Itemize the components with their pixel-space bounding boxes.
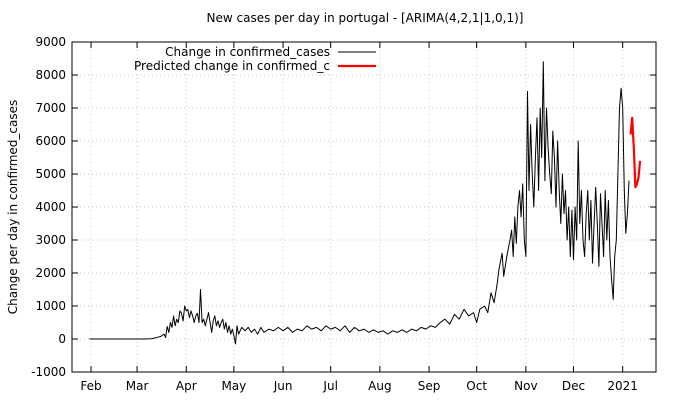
chart-title: New cases per day in portugal - [ARIMA(4…	[207, 11, 524, 25]
x-tick-label: Apr	[176, 379, 197, 393]
y-tick-label: 6000	[35, 134, 66, 148]
y-tick-label: 1000	[35, 299, 66, 313]
y-tick-label: -1000	[31, 365, 66, 379]
x-tick-label: Jun	[273, 379, 293, 393]
y-tick-label: 5000	[35, 167, 66, 181]
y-tick-label: 8000	[35, 68, 66, 82]
y-tick-label: 2000	[35, 266, 66, 280]
series-line-actual	[89, 61, 630, 345]
y-axis-label: Change per day in confirmed_cases	[6, 100, 20, 315]
axes: -1000 0 1000 2000 3000 4000 5000 6000 7000 8000 90…	[31, 35, 656, 393]
x-tick-label: Oct	[466, 379, 487, 393]
plot-series	[89, 61, 642, 345]
y-tick-label: 9000	[35, 35, 66, 49]
legend-label: Predicted change in confirmed_c	[134, 59, 330, 73]
x-tick-label: 2021	[607, 379, 638, 393]
x-tick-label: Jul	[322, 379, 337, 393]
y-tick-label: 3000	[35, 233, 66, 247]
x-tick-label: Mar	[126, 379, 149, 393]
y-tick-label: 0	[58, 332, 66, 346]
legend-label: Change in confirmed_cases	[165, 45, 330, 59]
x-tick-label: Nov	[514, 379, 537, 393]
x-tick-label: Dec	[562, 379, 585, 393]
series-line-predicted	[629, 116, 642, 189]
x-tick-label: May	[221, 379, 246, 393]
y-tick-label: 7000	[35, 101, 66, 115]
y-tick-label: 4000	[35, 200, 66, 214]
x-tick-label: Aug	[368, 379, 391, 393]
x-tick-label: Feb	[80, 379, 101, 393]
x-tick-label: Sep	[418, 379, 441, 393]
